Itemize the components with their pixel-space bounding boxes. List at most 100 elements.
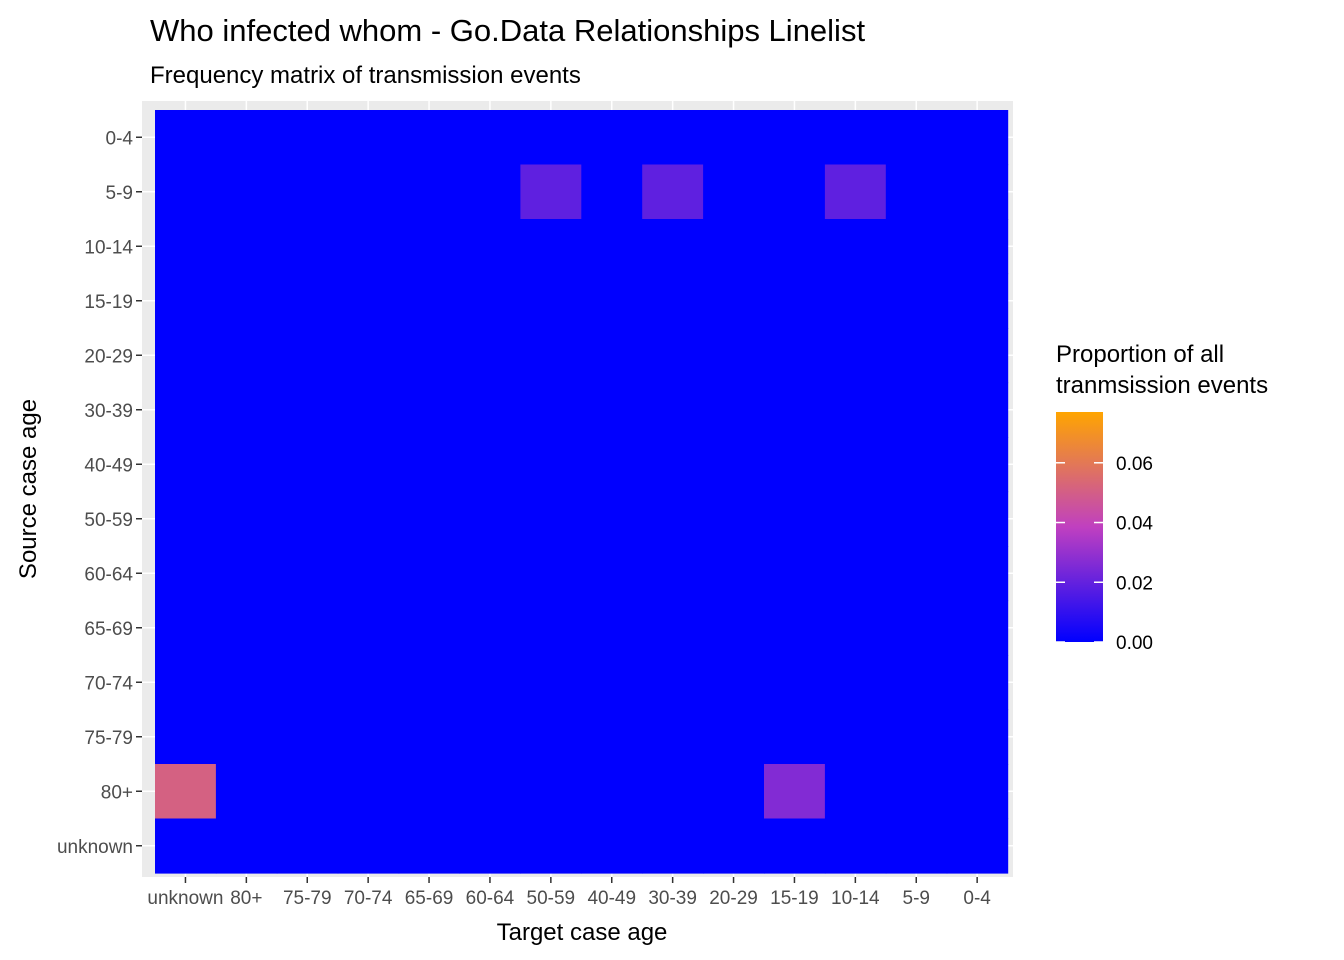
legend-title-line-1: Proportion of all bbox=[1056, 341, 1224, 368]
heatmap-cell bbox=[946, 110, 1009, 166]
heatmap-cell bbox=[215, 600, 278, 656]
heatmap-cell bbox=[885, 273, 948, 329]
y-tick-label: 0-4 bbox=[106, 128, 134, 149]
heatmap-cell bbox=[824, 110, 887, 166]
heatmap-cell bbox=[520, 273, 582, 329]
legend-colorbar bbox=[1056, 412, 1103, 642]
heatmap-cell bbox=[946, 328, 1009, 384]
x-tick-label: 65-69 bbox=[405, 888, 454, 909]
heatmap-cell bbox=[337, 382, 400, 438]
heatmap-cell bbox=[215, 382, 278, 438]
heatmap-cell bbox=[155, 764, 217, 820]
legend-title-line-2: tranmsission events bbox=[1056, 372, 1268, 399]
heatmap-cell bbox=[703, 382, 765, 438]
heatmap-cell bbox=[642, 328, 704, 384]
heatmap-cell bbox=[215, 655, 278, 711]
heatmap-cell bbox=[946, 437, 1009, 493]
heatmap-cell bbox=[155, 328, 217, 384]
heatmap-cell bbox=[337, 600, 400, 656]
heatmap-cell bbox=[215, 273, 278, 329]
heatmap-cell bbox=[155, 382, 217, 438]
heatmap-cell bbox=[276, 818, 339, 874]
heatmap-cell bbox=[398, 273, 461, 329]
y-axis: 0-4 5-9 10-14 15-19 20-29 30-39 40-49 50-59 60-6… bbox=[57, 128, 142, 858]
heatmap-cell bbox=[703, 219, 765, 275]
heatmap-cell bbox=[581, 382, 643, 438]
heatmap-cell bbox=[824, 491, 887, 547]
x-axis: unknown 80+ 75-79 70-74 65-69 60-64 50-59 40-49… bbox=[147, 877, 991, 909]
heatmap-cell bbox=[459, 764, 521, 820]
x-tick-label: 60-64 bbox=[466, 888, 515, 909]
heatmap-cell bbox=[215, 546, 278, 602]
heatmap-cell bbox=[337, 437, 400, 493]
heatmap-cell bbox=[824, 709, 887, 765]
heatmap-cell bbox=[946, 382, 1009, 438]
heatmap-cell bbox=[276, 219, 339, 275]
heatmap-cell bbox=[764, 709, 826, 765]
heatmap-cell bbox=[642, 273, 704, 329]
heatmap-cell bbox=[885, 709, 948, 765]
heatmap-cell bbox=[215, 110, 278, 166]
heatmap-cell bbox=[337, 219, 400, 275]
heatmap-cell bbox=[276, 600, 339, 656]
heatmap-cell bbox=[459, 437, 521, 493]
heatmap-cell bbox=[155, 110, 217, 166]
heatmap-cell bbox=[520, 600, 582, 656]
heatmap-cell bbox=[885, 655, 948, 711]
heatmap-cell bbox=[642, 164, 704, 220]
heatmap-cell bbox=[459, 328, 521, 384]
heatmap-cell bbox=[824, 437, 887, 493]
y-tick-label: 5-9 bbox=[106, 183, 133, 204]
heatmap-cell bbox=[459, 709, 521, 765]
heatmap-cell bbox=[946, 818, 1009, 874]
heatmap-cell bbox=[946, 164, 1009, 220]
heatmap-cell bbox=[885, 491, 948, 547]
heatmap-cell bbox=[642, 110, 704, 166]
heatmap-cell bbox=[946, 600, 1009, 656]
heatmap-cell bbox=[276, 546, 339, 602]
heatmap-cell bbox=[398, 110, 461, 166]
heatmap-cell bbox=[703, 437, 765, 493]
heatmap-cell bbox=[459, 818, 521, 874]
heatmap-cell bbox=[520, 764, 582, 820]
legend-ticks: 0.06 0.04 0.02 0.00 bbox=[1056, 454, 1153, 654]
heatmap-cell bbox=[398, 219, 461, 275]
heatmap-cell bbox=[946, 491, 1009, 547]
heatmap-cell bbox=[764, 219, 826, 275]
heatmap-cell bbox=[642, 764, 704, 820]
heatmap-cell bbox=[764, 600, 826, 656]
heatmap-cell bbox=[155, 600, 217, 656]
heatmap-cell bbox=[764, 328, 826, 384]
x-tick-label: 15-19 bbox=[770, 888, 819, 909]
heatmap-cell bbox=[946, 655, 1009, 711]
heatmap-cell bbox=[581, 655, 643, 711]
color-legend: Proportion of all tranmsission events 0.… bbox=[1056, 341, 1268, 654]
heatmap-cell bbox=[215, 328, 278, 384]
heatmap-cell bbox=[520, 164, 582, 220]
heatmap-cell bbox=[764, 273, 826, 329]
heatmap-cell bbox=[398, 655, 461, 711]
y-tick-label: 15-19 bbox=[84, 292, 133, 313]
heatmap-cell bbox=[946, 764, 1009, 820]
x-axis-title: Target case age bbox=[497, 919, 668, 946]
heatmap-cell bbox=[276, 491, 339, 547]
heatmap-cell bbox=[824, 219, 887, 275]
heatmap-cell bbox=[703, 655, 765, 711]
x-tick-label: 40-49 bbox=[587, 888, 636, 909]
heatmap-cell bbox=[520, 219, 582, 275]
heatmap-cell bbox=[885, 110, 948, 166]
heatmap-cell bbox=[764, 764, 826, 820]
heatmap-cell bbox=[581, 273, 643, 329]
heatmap-cell bbox=[520, 709, 582, 765]
chart-title: Who infected whom - Go.Data Relationship… bbox=[150, 13, 865, 48]
heatmap-cell bbox=[581, 764, 643, 820]
heatmap-cell bbox=[885, 600, 948, 656]
heatmap-cell bbox=[276, 328, 339, 384]
heatmap-cell bbox=[642, 709, 704, 765]
heatmap-cell bbox=[703, 110, 765, 166]
x-tick-label: 0-4 bbox=[963, 888, 991, 909]
heatmap-cell bbox=[824, 818, 887, 874]
heatmap-cell bbox=[642, 437, 704, 493]
heatmap-cell bbox=[824, 546, 887, 602]
heatmap-cell bbox=[703, 273, 765, 329]
